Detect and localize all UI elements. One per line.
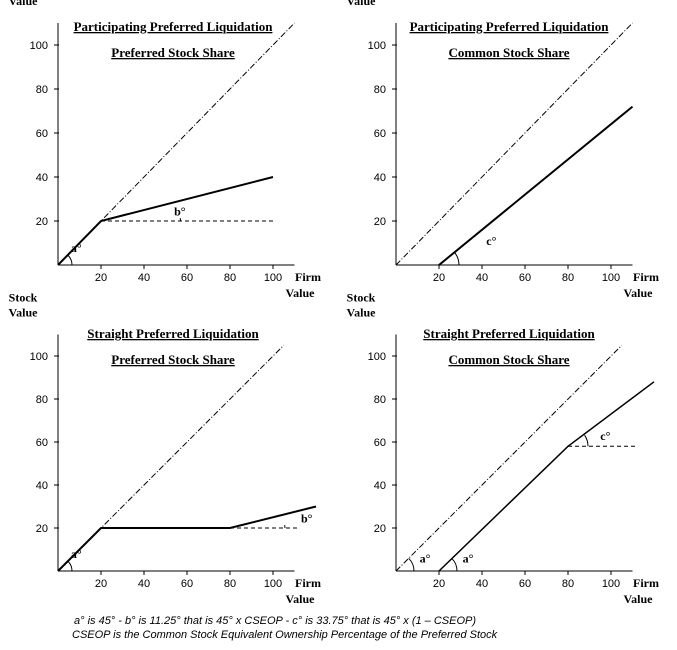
footnote-cseop: CSEOP is the Common Stock Equivalent Own… — [72, 629, 498, 641]
angle-label: a° — [71, 547, 82, 561]
y-tick-label: 20 — [374, 523, 386, 535]
series-preferred-stock-share — [57, 505, 317, 572]
y-tick-label: 40 — [374, 480, 386, 492]
x-tick-label: 100 — [602, 272, 620, 284]
x-tick-label: 40 — [138, 272, 150, 284]
series-common-stock-share — [438, 381, 655, 572]
angle-arc — [454, 252, 460, 266]
chart-title: Participating Preferred Liquidation — [74, 19, 274, 34]
y-tick-label: 80 — [36, 394, 48, 406]
y-tick-label: 20 — [36, 216, 48, 228]
chart-subtitle: Common Stock Share — [448, 352, 569, 367]
chart-panel-1: Participating Preferred Liquidation Prefe… — [9, 0, 321, 300]
x-tick-label: 20 — [95, 272, 107, 284]
x-axis-label-line2: Value — [286, 286, 316, 300]
y-tick-label: 20 — [374, 216, 386, 228]
x-tick-label: 100 — [264, 272, 282, 284]
y-tick-label: 60 — [36, 437, 48, 449]
y-tick-label: 100 — [368, 351, 386, 363]
y-tick-label: 80 — [374, 84, 386, 96]
series-45-degree-reference — [395, 22, 633, 266]
angle-label: a° — [71, 241, 82, 255]
angle-label: c° — [486, 234, 496, 248]
y-tick-label: 40 — [36, 172, 48, 184]
chart-title: Straight Preferred Liquidation — [423, 326, 595, 341]
chart-panel-3: Straight Preferred Liquidation Preferred … — [9, 291, 321, 607]
chart-panel-4: Straight Preferred Liquidation Common Sto… — [347, 291, 659, 607]
angle-arc — [408, 557, 415, 572]
chart-subtitle: Preferred Stock Share — [111, 45, 235, 60]
footnote-angles: a° is 45° - b° is 11.25° that is 45° x C… — [74, 615, 476, 627]
x-tick-label: 100 — [602, 578, 620, 590]
angle-label: c° — [600, 429, 610, 443]
series-45-degree-reference — [57, 344, 285, 572]
y-tick-label: 100 — [30, 351, 48, 363]
x-tick-label: 60 — [519, 272, 531, 284]
series-common-stock-share — [438, 105, 634, 266]
x-tick-label: 20 — [433, 578, 445, 590]
x-tick-label: 80 — [562, 578, 574, 590]
x-tick-label: 100 — [264, 578, 282, 590]
chart-panel-2: Participating Preferred Liquidation Commo… — [347, 0, 659, 300]
x-axis-label-line2: Value — [624, 286, 654, 300]
x-axis-label-line2: Value — [286, 592, 316, 606]
y-axis-label-line1: Stock — [9, 291, 38, 305]
x-axis-label-line1: Firm — [295, 576, 321, 590]
y-tick-label: 40 — [374, 172, 386, 184]
y-axis-label-line2: Value — [347, 306, 377, 320]
angle-label: a° — [420, 551, 431, 565]
y-tick-label: 60 — [36, 128, 48, 140]
chart-subtitle: Common Stock Share — [448, 45, 569, 60]
x-tick-label: 20 — [95, 578, 107, 590]
x-tick-label: 60 — [181, 578, 193, 590]
y-tick-label: 100 — [30, 40, 48, 52]
x-tick-label: 80 — [562, 272, 574, 284]
x-axis-label-line1: Firm — [633, 270, 659, 284]
series-45-degree-reference — [395, 344, 623, 572]
y-tick-label: 60 — [374, 128, 386, 140]
chart-title: Straight Preferred Liquidation — [87, 326, 259, 341]
y-tick-label: 80 — [374, 394, 386, 406]
x-tick-label: 40 — [476, 578, 488, 590]
y-tick-label: 60 — [374, 437, 386, 449]
x-axis-label-line1: Firm — [295, 270, 321, 284]
angle-arc — [67, 254, 73, 266]
angle-arc — [67, 560, 73, 572]
angle-label: a° — [463, 551, 474, 565]
x-tick-label: 60 — [181, 272, 193, 284]
x-tick-label: 40 — [138, 578, 150, 590]
chart-title: Participating Preferred Liquidation — [410, 19, 610, 34]
angle-label: b° — [174, 205, 186, 219]
x-tick-label: 80 — [224, 272, 236, 284]
y-axis-label-line2: Value — [9, 306, 39, 320]
angle-label: b° — [301, 512, 313, 526]
angle-arc — [584, 434, 589, 447]
y-tick-label: 20 — [36, 523, 48, 535]
angle-arc — [451, 557, 458, 572]
y-tick-label: 80 — [36, 84, 48, 96]
y-tick-label: 100 — [368, 40, 386, 52]
y-axis-label-line1: Stock — [347, 291, 376, 305]
x-axis-label-line1: Firm — [633, 576, 659, 590]
x-tick-label: 20 — [433, 272, 445, 284]
y-tick-label: 40 — [36, 480, 48, 492]
x-tick-label: 40 — [476, 272, 488, 284]
x-axis-label-line2: Value — [624, 592, 654, 606]
chart-subtitle: Preferred Stock Share — [111, 352, 235, 367]
x-tick-label: 80 — [224, 578, 236, 590]
x-tick-label: 60 — [519, 578, 531, 590]
y-axis-label-line2: Value — [9, 0, 39, 8]
y-axis-label-line2: Value — [347, 0, 377, 8]
